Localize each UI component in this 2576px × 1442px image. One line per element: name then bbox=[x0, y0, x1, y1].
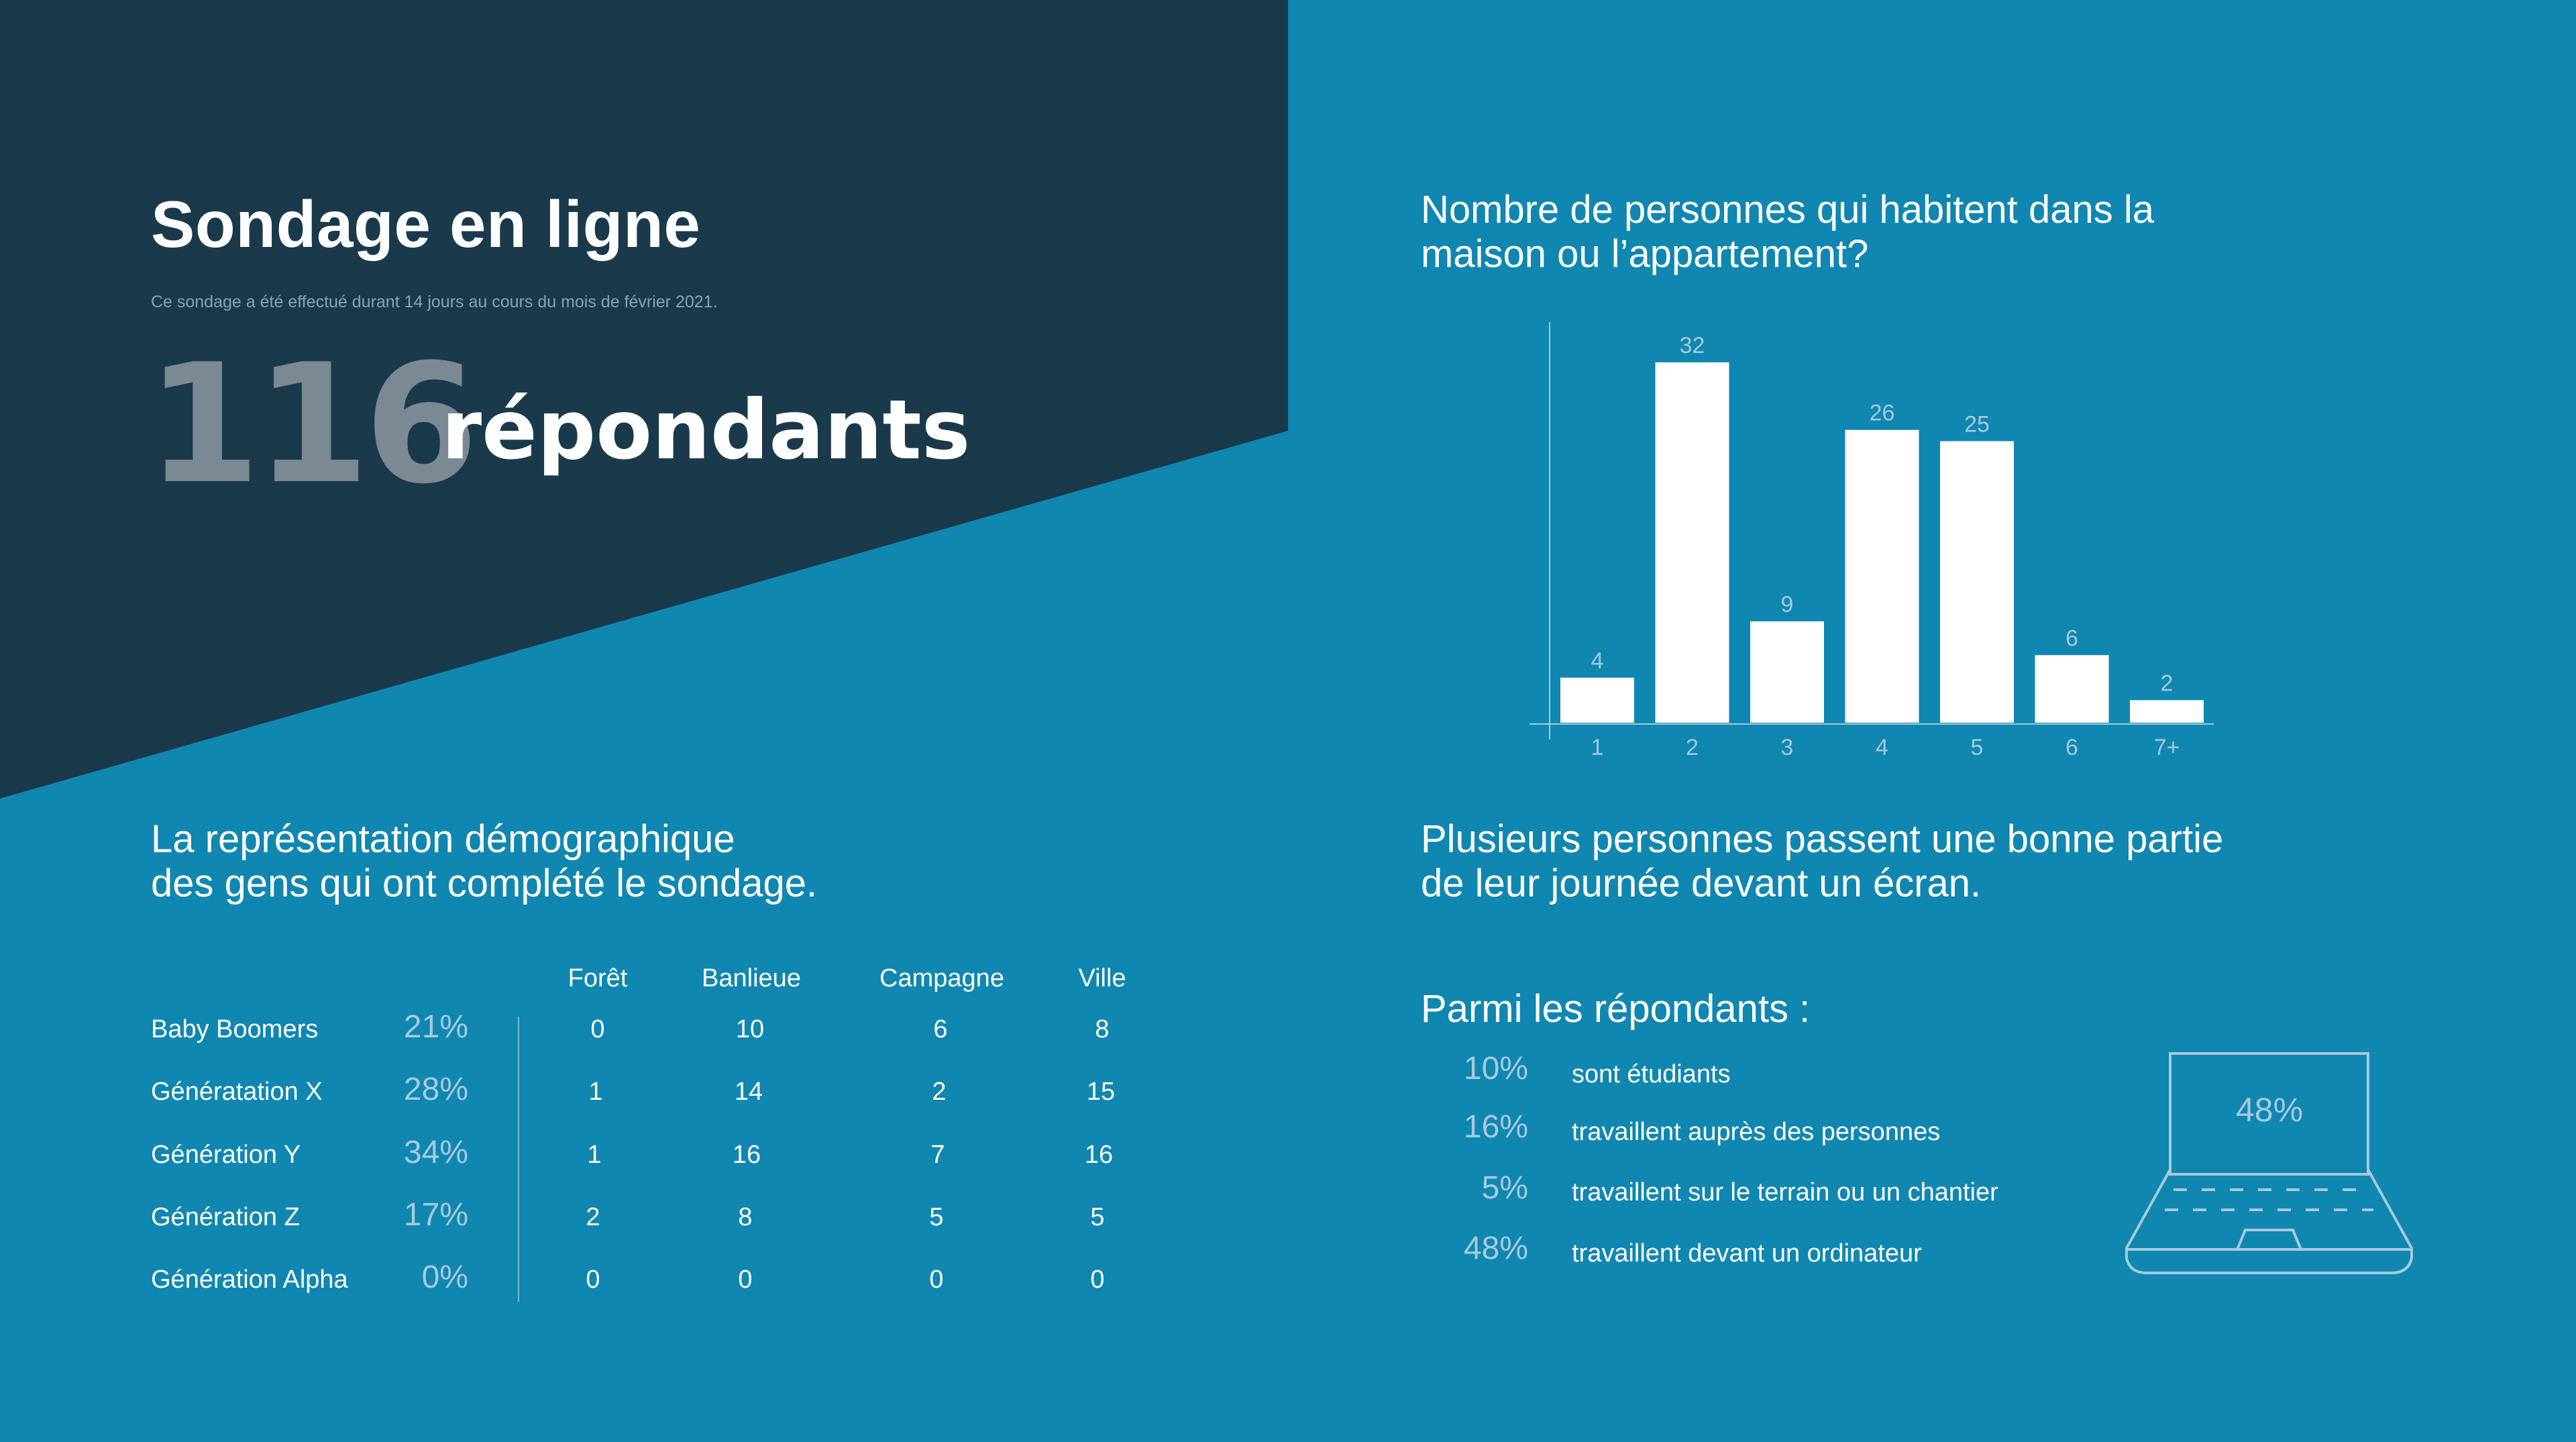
row-percentage: 28% bbox=[403, 1072, 468, 1107]
chart-bar-1 bbox=[1560, 677, 1634, 723]
column-header-banlieue: Banlieue bbox=[702, 964, 801, 992]
stat-description: sont étudiants bbox=[1572, 1060, 1731, 1088]
chart-bar-5 bbox=[1940, 441, 2014, 723]
row-label: Génération Y bbox=[151, 1141, 301, 1169]
row-percentage: 0% bbox=[421, 1259, 468, 1295]
household-heading-line2: maison ou l’appartement? bbox=[1421, 232, 1869, 276]
table-cell: 1 bbox=[588, 1078, 603, 1106]
page-title: Sondage en ligne bbox=[151, 187, 701, 261]
household-size-bar-chart: 4 1 32 2 9 3 26 4 25 5 6 6 2 7+ bbox=[1529, 322, 2214, 760]
screen-heading: Plusieurs personnes passent une bonne pa… bbox=[1421, 817, 2293, 906]
column-header-foret: Forêt bbox=[568, 964, 628, 992]
table-cell: 0 bbox=[929, 1266, 944, 1294]
laptop-percentage: 48% bbox=[2235, 1091, 2304, 1129]
chart-bar-3 bbox=[1750, 621, 1824, 723]
row-label: Baby Boomers bbox=[151, 1015, 319, 1043]
x-tick-label: 4 bbox=[1876, 735, 1888, 760]
table-cell: 2 bbox=[586, 1203, 600, 1231]
household-heading: Nombre de personnes qui habitent dans la… bbox=[1421, 188, 2293, 276]
table-cell: 8 bbox=[1095, 1015, 1110, 1043]
column-header-campagne: Campagne bbox=[879, 964, 1004, 992]
table-cell: 1 bbox=[587, 1141, 602, 1169]
chart-value-label: 9 bbox=[1781, 592, 1794, 617]
column-header-ville: Ville bbox=[1078, 964, 1126, 992]
screen-heading-line1: Plusieurs personnes passent une bonne pa… bbox=[1421, 817, 2224, 861]
x-tick-label: 7+ bbox=[2154, 735, 2180, 760]
table-cell: 10 bbox=[735, 1015, 765, 1043]
demographics-heading: La représentation démographique des gens… bbox=[151, 817, 1023, 906]
chart-value-label: 2 bbox=[2161, 670, 2174, 696]
row-label: Génération Alpha bbox=[151, 1266, 348, 1294]
row-percentage: 21% bbox=[403, 1009, 468, 1045]
x-tick-label: 2 bbox=[1686, 735, 1699, 760]
row-label: Génération Z bbox=[151, 1203, 300, 1231]
row-label: Génératation X bbox=[151, 1078, 323, 1106]
x-tick-label: 6 bbox=[2065, 735, 2078, 760]
stat-percentage: 48% bbox=[1463, 1231, 1528, 1266]
laptop-icon bbox=[2125, 1052, 2413, 1274]
table-divider bbox=[518, 1017, 519, 1302]
table-cell: 0 bbox=[1090, 1266, 1105, 1294]
chart-value-label: 26 bbox=[1870, 401, 1895, 426]
chart-value-label: 6 bbox=[2065, 625, 2078, 651]
stat-description: travaillent devant un ordinateur bbox=[1572, 1239, 1922, 1268]
table-cell: 16 bbox=[1084, 1141, 1114, 1169]
table-cell: 8 bbox=[738, 1203, 753, 1231]
x-tick-label: 3 bbox=[1781, 735, 1794, 760]
table-cell: 16 bbox=[732, 1141, 761, 1169]
x-tick-label: 1 bbox=[1591, 735, 1604, 760]
row-percentage: 34% bbox=[403, 1135, 468, 1170]
table-cell: 0 bbox=[586, 1266, 600, 1294]
table-cell: 0 bbox=[738, 1266, 753, 1294]
chart-bar-7+ bbox=[2130, 700, 2204, 723]
chart-value-label: 4 bbox=[1591, 648, 1604, 674]
table-cell: 15 bbox=[1086, 1078, 1116, 1106]
survey-description: Ce sondage a été effectué durant 14 jour… bbox=[151, 293, 718, 311]
x-tick-label: 5 bbox=[1971, 735, 1984, 760]
screen-heading-line2: de leur journée devant un écran. bbox=[1421, 862, 1982, 905]
chart-bar-4 bbox=[1845, 429, 1919, 723]
chart-bar-2 bbox=[1655, 362, 1729, 723]
respondent-count: 116 bbox=[146, 329, 478, 520]
table-cell: 6 bbox=[933, 1015, 948, 1043]
chart-value-label: 25 bbox=[1964, 411, 1990, 437]
table-cell: 7 bbox=[930, 1141, 945, 1169]
demographics-heading-line2: des gens qui ont complété le sondage. bbox=[151, 862, 818, 905]
row-percentage: 17% bbox=[403, 1197, 468, 1233]
stats-intro: Parmi les répondants : bbox=[1421, 987, 1811, 1031]
demographics-heading-line1: La représentation démographique bbox=[151, 817, 735, 861]
chart-bar-6 bbox=[2035, 655, 2109, 723]
stat-percentage: 16% bbox=[1463, 1109, 1528, 1145]
table-cell: 5 bbox=[1090, 1203, 1105, 1231]
table-cell: 14 bbox=[734, 1078, 763, 1106]
stat-percentage: 10% bbox=[1463, 1051, 1528, 1086]
household-heading-line1: Nombre de personnes qui habitent dans la bbox=[1421, 188, 2155, 231]
chart-value-label: 32 bbox=[1680, 333, 1705, 358]
table-cell: 5 bbox=[929, 1203, 944, 1231]
stat-percentage: 5% bbox=[1481, 1170, 1528, 1206]
respondent-label: répondants bbox=[441, 382, 971, 478]
stat-description: travaillent auprès des personnes bbox=[1572, 1118, 1941, 1146]
stat-description: travaillent sur le terrain ou un chantie… bbox=[1572, 1178, 1998, 1206]
table-cell: 0 bbox=[590, 1015, 605, 1043]
table-cell: 2 bbox=[932, 1078, 947, 1106]
